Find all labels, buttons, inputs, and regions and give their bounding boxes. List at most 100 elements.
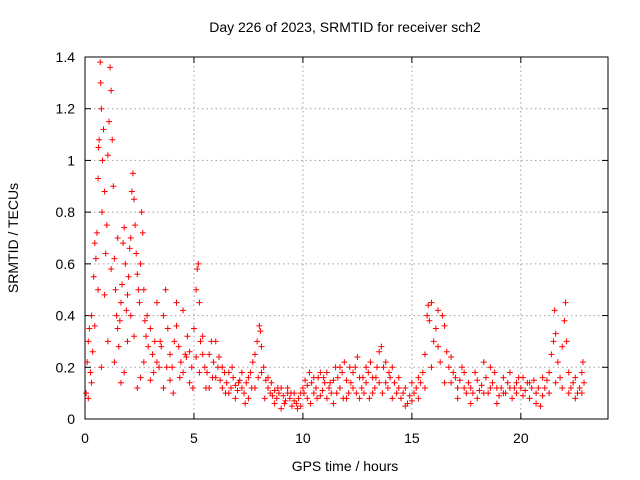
- x-tick-label: 5: [190, 430, 198, 446]
- data-point: [304, 382, 311, 389]
- data-point: [310, 390, 317, 397]
- data-point: [245, 374, 252, 381]
- x-tick-labels: 0 5 10 15 20: [81, 430, 529, 446]
- data-point: [421, 384, 428, 391]
- data-point: [382, 379, 389, 386]
- data-point: [561, 317, 568, 324]
- data-point: [153, 359, 160, 366]
- data-point: [323, 369, 330, 376]
- data-point: [157, 338, 164, 345]
- data-point: [121, 369, 128, 376]
- data-point: [541, 384, 548, 391]
- data-point: [299, 384, 306, 391]
- data-point: [425, 302, 432, 309]
- data-point: [441, 322, 448, 329]
- data-point: [210, 359, 217, 366]
- data-point: [115, 343, 122, 350]
- data-point: [141, 317, 148, 324]
- data-point: [199, 333, 206, 340]
- data-point: [260, 364, 267, 371]
- data-point: [243, 379, 250, 386]
- data-point: [350, 384, 357, 391]
- data-point: [526, 379, 533, 386]
- data-point: [91, 322, 98, 329]
- data-point: [222, 390, 229, 397]
- data-point: [406, 392, 413, 399]
- data-point: [83, 390, 90, 397]
- data-point: [177, 359, 184, 366]
- data-point: [248, 384, 255, 391]
- data-point: [328, 390, 335, 397]
- data-point: [204, 369, 211, 376]
- data-point: [103, 222, 110, 229]
- data-point: [202, 384, 209, 391]
- data-point: [572, 374, 579, 381]
- data-point: [346, 364, 353, 371]
- data-point: [458, 364, 465, 371]
- data-point: [487, 364, 494, 371]
- data-point: [482, 374, 489, 381]
- data-point: [153, 299, 160, 306]
- data-point: [180, 369, 187, 376]
- data-point: [432, 325, 439, 332]
- data-point: [223, 379, 230, 386]
- data-point: [147, 325, 154, 332]
- y-tick-label: 0.6: [56, 256, 76, 272]
- data-point: [511, 384, 518, 391]
- data-point: [474, 377, 481, 384]
- data-point: [297, 403, 304, 410]
- data-point: [104, 152, 111, 159]
- data-point: [441, 379, 448, 386]
- data-point: [563, 338, 570, 345]
- data-point: [393, 390, 400, 397]
- data-point: [320, 374, 327, 381]
- data-point: [219, 364, 226, 371]
- data-point: [101, 291, 108, 298]
- data-point: [450, 369, 457, 376]
- data-point: [437, 359, 444, 366]
- data-point: [314, 395, 321, 402]
- data-point: [400, 390, 407, 397]
- data-point: [256, 322, 263, 329]
- data-point: [149, 351, 156, 358]
- data-point: [389, 364, 396, 371]
- data-point: [435, 343, 442, 350]
- data-point: [579, 359, 586, 366]
- data-point: [197, 338, 204, 345]
- data-point: [268, 379, 275, 386]
- data-point: [345, 390, 352, 397]
- data-point: [307, 400, 314, 407]
- data-point: [428, 364, 435, 371]
- data-point: [385, 369, 392, 376]
- data-point: [382, 359, 389, 366]
- data-point: [504, 379, 511, 386]
- data-point: [219, 384, 226, 391]
- data-point: [145, 343, 152, 350]
- data-point: [108, 266, 115, 273]
- data-point: [171, 338, 178, 345]
- data-point: [255, 374, 262, 381]
- data-point: [565, 369, 572, 376]
- data-point: [578, 369, 585, 376]
- data-point: [124, 338, 131, 345]
- data-point: [326, 384, 333, 391]
- data-point: [341, 359, 348, 366]
- data-point: [321, 379, 328, 386]
- data-point: [539, 392, 546, 399]
- data-point: [230, 374, 237, 381]
- data-point: [530, 377, 537, 384]
- x-axis-label: GPS time / hours: [292, 458, 399, 474]
- data-point: [360, 390, 367, 397]
- data-point: [238, 369, 245, 376]
- data-point: [306, 369, 313, 376]
- data-point: [317, 369, 324, 376]
- data-point: [469, 390, 476, 397]
- data-point: [282, 397, 289, 404]
- data-point: [439, 312, 446, 319]
- data-point: [581, 379, 588, 386]
- data-point: [286, 395, 293, 402]
- data-point: [402, 403, 409, 410]
- data-point: [509, 395, 516, 402]
- data-point: [578, 390, 585, 397]
